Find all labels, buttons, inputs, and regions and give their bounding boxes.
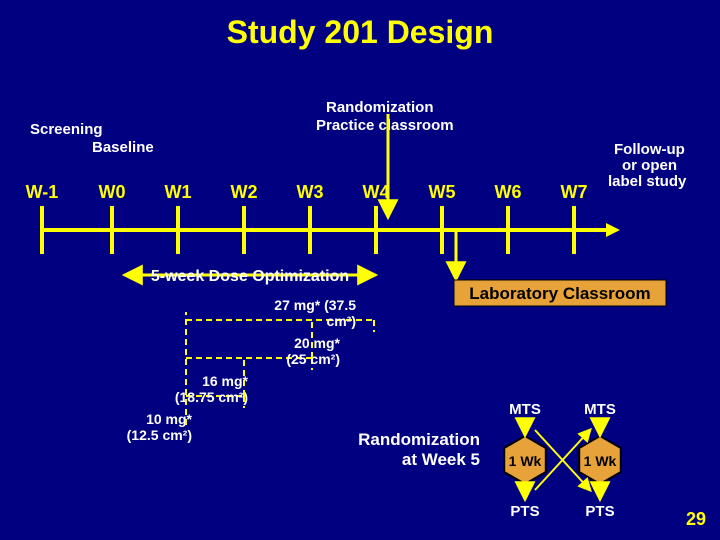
svg-text:20 mg*: 20 mg* (294, 335, 340, 351)
svg-text:PTS: PTS (510, 503, 539, 520)
svg-text:Randomization: Randomization (358, 430, 480, 449)
svg-text:W6: W6 (495, 182, 522, 202)
svg-text:Practice classroom: Practice classroom (316, 117, 454, 134)
svg-text:PTS: PTS (585, 503, 614, 520)
svg-text:Follow-up: Follow-up (614, 141, 685, 158)
svg-text:(25 cm²): (25 cm²) (286, 351, 340, 367)
svg-text:Screening: Screening (30, 121, 103, 138)
svg-text:at Week 5: at Week 5 (402, 450, 480, 469)
slide-number: 29 (686, 509, 706, 530)
svg-text:16 mg*: 16 mg* (202, 373, 248, 389)
svg-text:5-week Dose Optimization: 5-week Dose Optimization (151, 268, 349, 285)
svg-text:27 mg* (37.5: 27 mg* (37.5 (274, 297, 356, 313)
svg-text:label study: label study (608, 173, 687, 190)
diagram-svg: ScreeningBaselineRandomizationPractice c… (0, 0, 720, 540)
svg-text:Baseline: Baseline (92, 139, 154, 156)
svg-text:W3: W3 (297, 182, 324, 202)
svg-text:1 Wk: 1 Wk (584, 453, 617, 469)
svg-text:1 Wk: 1 Wk (509, 453, 542, 469)
svg-text:Laboratory Classroom: Laboratory Classroom (469, 284, 650, 303)
svg-text:cm²): cm²) (326, 313, 356, 329)
svg-text:or open: or open (622, 157, 677, 174)
svg-text:W1: W1 (165, 182, 192, 202)
svg-text:(12.5 cm²): (12.5 cm²) (127, 427, 192, 443)
svg-text:W0: W0 (99, 182, 126, 202)
svg-text:W-1: W-1 (26, 182, 59, 202)
svg-text:W2: W2 (231, 182, 258, 202)
svg-text:W7: W7 (561, 182, 588, 202)
svg-text:W4: W4 (363, 182, 390, 202)
svg-text:MTS: MTS (584, 401, 616, 418)
svg-text:MTS: MTS (509, 401, 541, 418)
svg-text:W5: W5 (429, 182, 456, 202)
svg-text:Randomization: Randomization (326, 99, 434, 116)
